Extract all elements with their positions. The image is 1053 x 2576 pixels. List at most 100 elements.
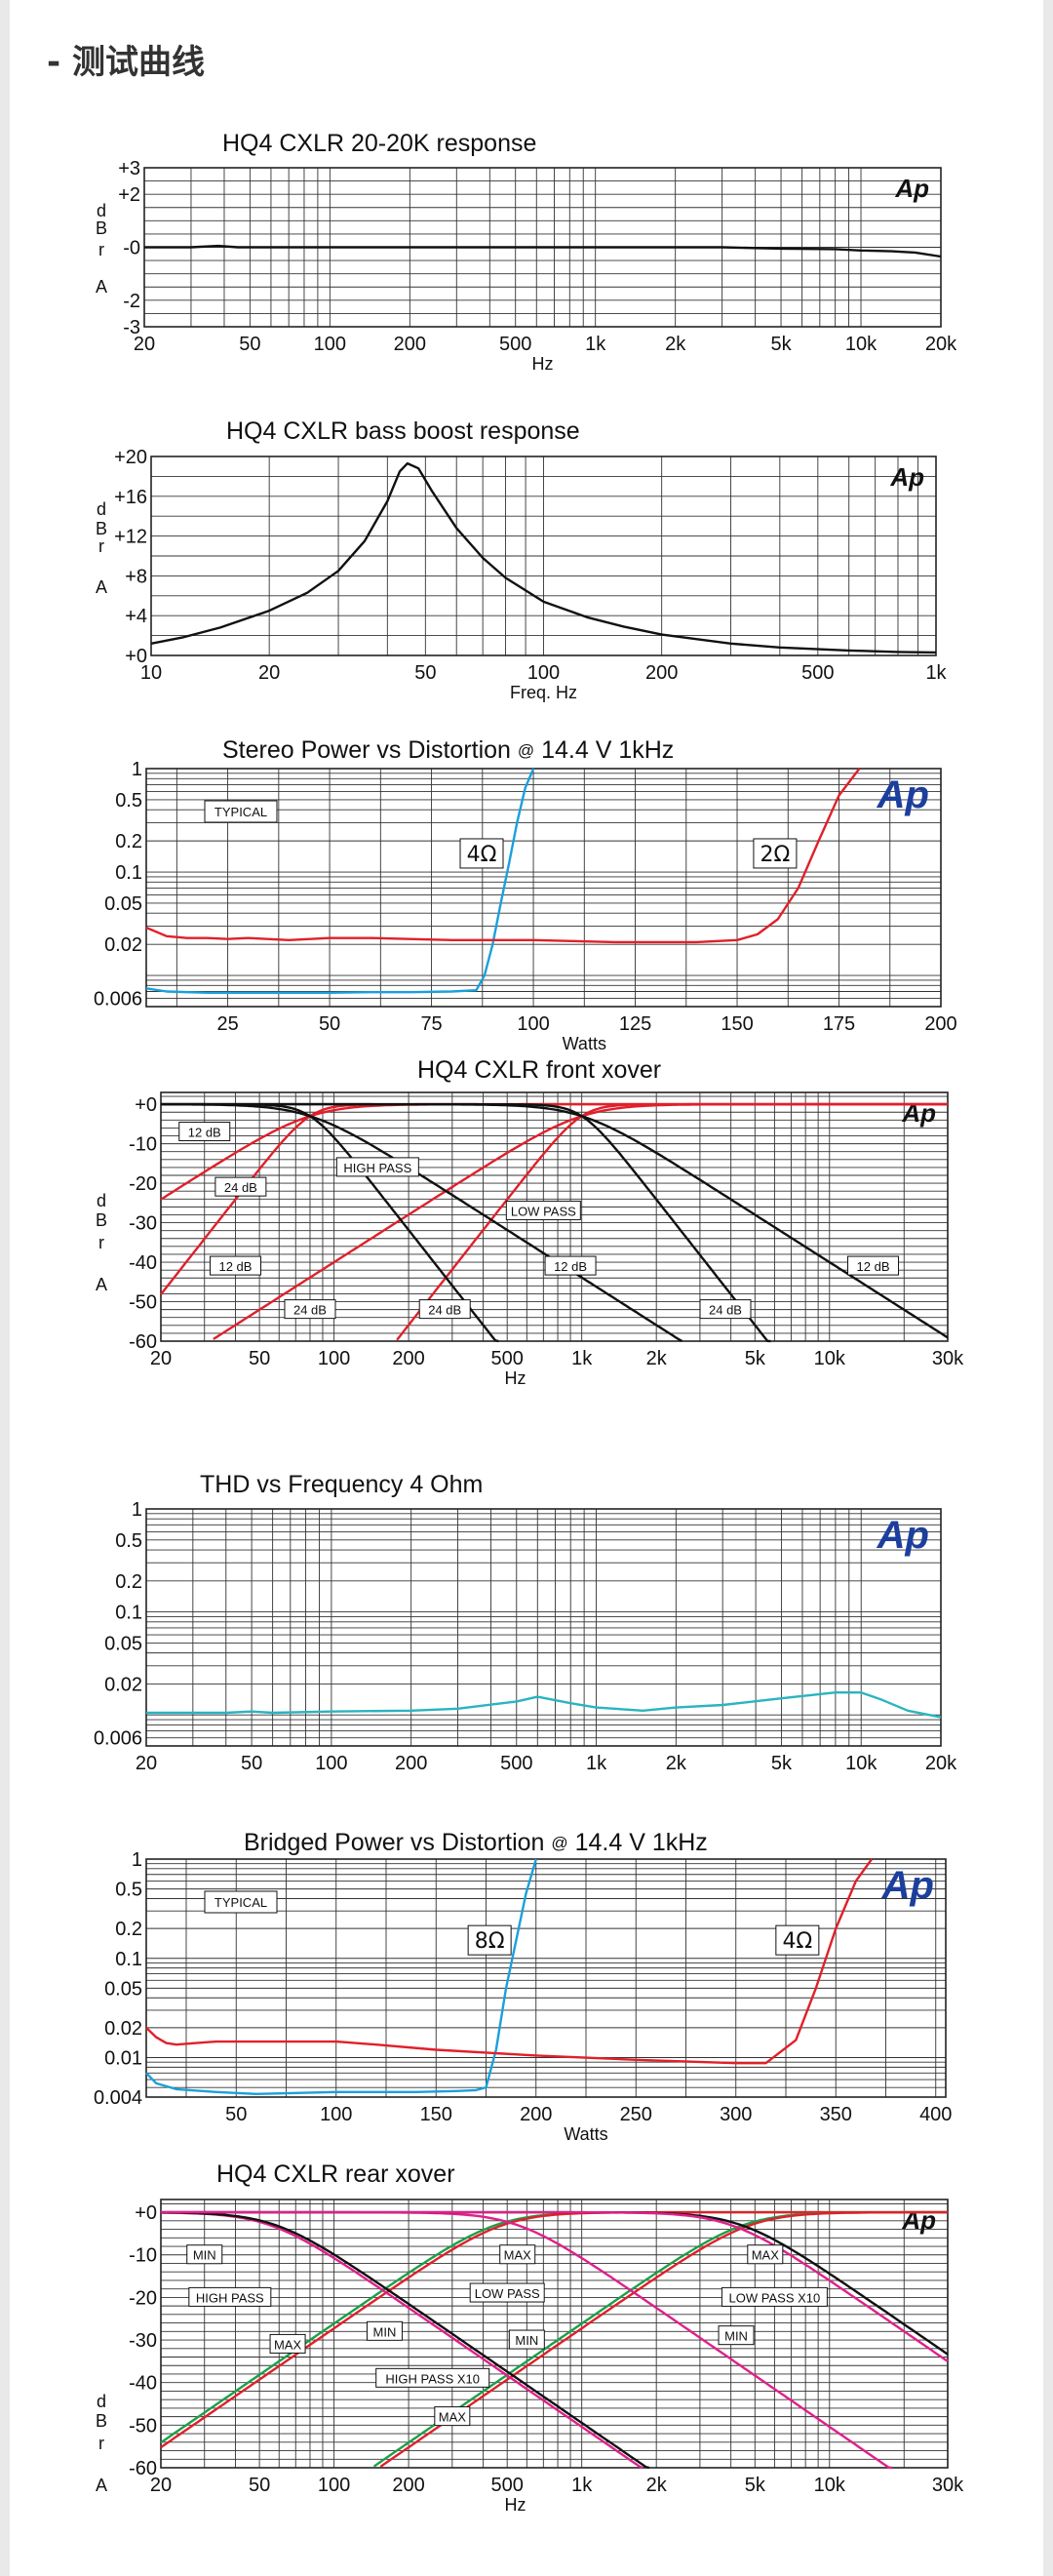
annotation-box [505,1200,581,1220]
annotation-label: MIN [186,2244,223,2265]
y-tick-label: 0.05 [104,1978,142,2000]
chart-bridged-power-distortion: 50 100 150 200 250 300 350 400 1 0.5 0.2 0.1 0.05 0.0… [94,1829,953,2144]
annotation-box [434,2406,471,2427]
annotation-text: MIN [193,2248,216,2263]
x-tick-label: 10 [140,662,162,684]
x-tick-label: 50 [249,1348,270,1369]
y-axis-letter: r [98,536,104,556]
y-tick-label: 0.006 [94,1728,142,1750]
annotation-label: MIN [508,2329,545,2350]
chart-title-rest: 14.4 V 1kHz [568,1829,708,1856]
x-tick-label: 350 [820,2104,852,2125]
y-axis-letter: B [96,218,107,238]
chart-title: HQ4 CXLR rear xover [216,2160,455,2188]
x-tick-label: 400 [919,2104,952,2125]
y-tick-label: +4 [125,606,147,627]
load-label: 4Ω [775,1924,820,1956]
series-line-thd-4- [146,1691,942,1719]
load-label-text: 8Ω [475,1929,505,1954]
y-tick-label: -20 [129,1173,157,1195]
chart-front-xover: 20 50 100 200 500 1k 2k 5k 10k 30k +0 -10 -20 -30 -40 -… [96,1056,964,1388]
x-tick-label: 500 [491,2475,524,2496]
annotation-box [366,2320,403,2341]
load-label-text: 4Ω [782,1929,812,1954]
annotation-box [214,1176,267,1197]
ap-logo: Ap [901,2205,936,2235]
chart-stereo-power-distortion: 25 50 75 100 125 150 175 200 1 0.5 0.2 0.1 0.05 0.02 0… [94,736,957,1053]
load-label-box [753,838,798,869]
load-label-box [467,1924,512,1956]
y-tick-label: 0.01 [104,2048,142,2070]
annotation-box [469,2282,545,2303]
annotation-label: 12 dB [544,1255,597,1276]
y-tick-label: -40 [129,1252,157,1274]
y-axis-letter: A [96,1275,107,1294]
y-tick-label: -10 [129,2245,157,2267]
annotation-label: HIGH PASS [188,2286,272,2307]
x-tick-label: 175 [823,1013,855,1035]
x-axis-label: Hz [505,1368,526,1388]
right-margin-band [1043,0,1053,2576]
y-tick-label: -3 [123,317,140,338]
x-axis-label: Watts [564,2124,607,2144]
annotation-label: HIGH PASS X10 [375,2367,490,2388]
y-tick-label: 0.2 [115,831,142,852]
annotation-box [186,2244,223,2265]
series-line-lp-12db-80hz [161,1103,683,1343]
annotation-label: MIN [366,2320,403,2341]
y-tick-label: 0.1 [115,1603,142,1624]
series-line-bass-boost [150,461,937,654]
grid [160,1092,949,1342]
x-tick-label: 100 [315,1753,347,1774]
annotation-box [499,2244,536,2265]
y-tick-label: +0 [125,646,147,667]
series-line-hp-24db-1khz [396,1102,948,1341]
series-line-lp-max [161,2211,650,2470]
x-tick-label: 2k [665,334,686,355]
typical-text: TYPICAL [214,1895,267,1910]
y-tick-label: 0.006 [94,989,142,1011]
x-tick-label: 20 [258,662,280,684]
annotation-box [209,1255,261,1276]
x-tick-label: 25 [216,1013,238,1035]
x-tick-label: 100 [517,1013,549,1035]
annotation-label: 12 dB [209,1255,261,1276]
x-axis-label: Hz [532,354,554,374]
y-tick-label: 0.2 [115,1919,142,1940]
annotation-text: HIGH PASS [196,2290,264,2305]
y-tick-label: +3 [118,158,140,179]
grid [146,768,942,1008]
series-line-lp-x10-alt [161,2210,949,2362]
annotation-label: MAX [499,2244,536,2265]
y-tick-label: +0 [135,2202,157,2224]
y-axis-letter: B [96,1210,107,1230]
annotation-box [544,1255,597,1276]
y-tick-label: -2 [123,291,140,312]
x-tick-label: 20 [136,1753,157,1774]
y-tick-label: +2 [118,184,140,206]
series-line-response [144,244,942,258]
series-line-4- [145,768,535,994]
ap-logo: Ap [894,174,929,203]
typical-box [204,1890,278,1914]
x-tick-label: 20 [150,1348,172,1369]
annotation-box [747,2244,784,2265]
chart-response-20-20k: 20 50 100 200 500 1k 2k 5k 10k 20k +3 +2 -0 -2 -3 Hz dBr… [96,130,957,374]
y-axis-letter: B [96,519,107,538]
annotation-box [699,1299,752,1320]
annotation-text: MAX [752,2248,780,2263]
chart-title: Stereo Power vs Distortion @ 14.4 V 1kHz [222,736,674,764]
annotation-text: HIGH PASS X10 [385,2371,480,2386]
y-tick-label: 1 [132,1499,142,1521]
y-axis-letter: A [96,277,107,297]
grid [145,1508,942,1747]
y-tick-label: 0.004 [94,2087,142,2109]
x-tick-label: 50 [241,1753,262,1774]
series-line-8- [145,1858,537,2095]
annotation-text: 12 dB [188,1125,221,1139]
plot-frame [160,1091,949,1342]
series-line-hp-x10-max [379,2210,948,2468]
x-tick-label: 5k [745,1348,766,1369]
annotation-label: 12 dB [178,1121,231,1141]
chart-title-main: HQ4 CXLR bass boost response [226,417,580,445]
